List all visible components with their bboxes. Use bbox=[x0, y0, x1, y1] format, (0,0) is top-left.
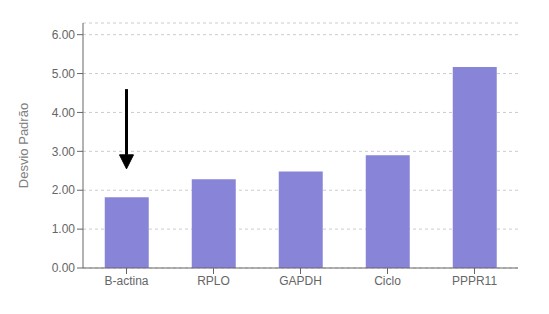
svg-text:6.00: 6.00 bbox=[52, 28, 76, 42]
svg-text:Desvio Padrão: Desvio Padrão bbox=[16, 103, 31, 188]
svg-text:Ciclo: Ciclo bbox=[374, 274, 401, 288]
svg-text:B-actina: B-actina bbox=[104, 274, 148, 288]
svg-text:GAPDH: GAPDH bbox=[279, 274, 322, 288]
svg-text:1.00: 1.00 bbox=[52, 222, 76, 236]
svg-text:5.00: 5.00 bbox=[52, 67, 76, 81]
svg-text:PPPR11: PPPR11 bbox=[452, 274, 497, 288]
svg-text:RPLO: RPLO bbox=[197, 274, 230, 288]
svg-text:2.00: 2.00 bbox=[52, 183, 76, 197]
svg-text:4.00: 4.00 bbox=[52, 106, 76, 120]
svg-text:3.00: 3.00 bbox=[52, 145, 76, 159]
svg-text:0.00: 0.00 bbox=[52, 261, 76, 275]
